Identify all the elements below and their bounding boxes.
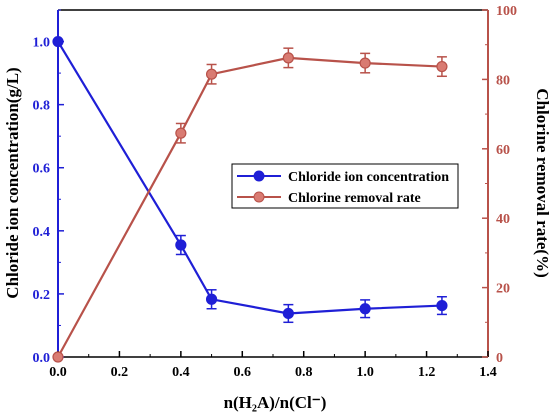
right-y-tick-label: 60 — [496, 143, 510, 158]
x-tick-label: 0.8 — [295, 365, 313, 380]
data-point-removal — [359, 57, 371, 69]
x-tick-label: 1.0 — [356, 365, 374, 380]
data-point-removal — [282, 52, 294, 64]
right-y-axis-ticks: 0 20 40 60 80 100 — [482, 4, 517, 366]
left-y-tick-label: 0.4 — [33, 225, 51, 240]
left-y-tick-label: 0.8 — [33, 99, 51, 114]
data-point-chloride — [359, 303, 371, 315]
data-point-removal — [436, 60, 448, 73]
x-tick-label: 1.4 — [479, 365, 497, 380]
data-point-chloride — [436, 299, 448, 312]
right-y-tick-label: 40 — [496, 212, 510, 227]
data-point-removal — [52, 351, 64, 363]
x-tick-label: 0.4 — [172, 365, 190, 380]
data-point-chloride — [175, 239, 187, 251]
data-point-removal — [205, 68, 218, 80]
right-y-axis-title: Chlorine removal rate(%) — [533, 88, 550, 277]
right-y-tick-label: 0 — [496, 351, 503, 366]
legend-marker-removal — [253, 191, 265, 203]
left-y-tick-label: 0.0 — [33, 351, 51, 366]
right-y-tick-label: 20 — [496, 282, 510, 297]
data-point-chloride — [52, 35, 64, 48]
left-y-axis-ticks: 0.0 0.2 0.4 0.6 0.8 1.0 — [33, 9, 64, 366]
legend-label-removal: Chlorine removal rate — [288, 191, 421, 206]
left-y-tick-label: 0.6 — [33, 162, 51, 177]
right-y-tick-label: 100 — [496, 4, 517, 19]
right-y-tick-label: 80 — [496, 73, 510, 88]
left-y-tick-label: 0.2 — [33, 288, 51, 303]
left-y-tick-label: 1.0 — [33, 36, 51, 51]
x-axis-title: n(H₂A)/n(Cl⁻) — [224, 393, 327, 412]
series-layer — [52, 35, 448, 363]
legend: Chloride ion concentration Chlorine remo… — [231, 163, 459, 209]
x-tick-label: 1.2 — [418, 365, 436, 380]
series-line-chloride — [57, 40, 442, 315]
left-y-axis-title: Chloride ion concentration(g/L) — [3, 67, 22, 298]
legend-label-chloride: Chloride ion concentration — [288, 170, 449, 185]
x-tick-label: 0.0 — [49, 365, 67, 380]
x-tick-label: 0.6 — [234, 365, 252, 380]
legend-marker-chloride — [253, 170, 265, 182]
series-line-removal — [57, 56, 442, 358]
data-point-chloride — [205, 293, 218, 305]
data-point-chloride — [282, 307, 294, 320]
x-axis-ticks: 0.0 0.2 0.4 0.6 0.8 1.0 1.2 1.4 — [49, 351, 497, 380]
legend-box — [231, 163, 459, 209]
data-point-removal — [175, 127, 187, 139]
x-tick-label: 0.2 — [111, 365, 129, 380]
